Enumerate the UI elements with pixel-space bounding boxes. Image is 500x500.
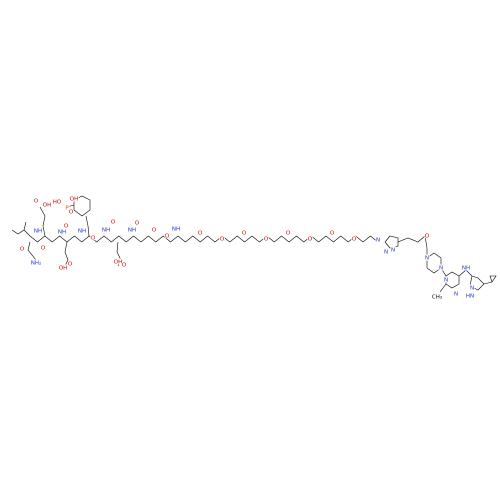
atom-label: O: [165, 234, 170, 240]
bond: [73, 195, 91, 217]
bond: [465, 269, 485, 291]
atom-label: NH: [462, 266, 470, 272]
atom-label: N: [470, 286, 474, 292]
atom-label: N: [376, 238, 380, 244]
bond: [23, 221, 27, 231]
bond: [116, 241, 122, 267]
bond: [440, 267, 447, 277]
bond: [66, 204, 75, 208]
atom-label: O: [308, 237, 313, 243]
atom-label: NH: [102, 228, 110, 234]
bond: [27, 241, 37, 261]
atom-label: N: [444, 278, 448, 284]
atom-label: HO: [53, 200, 62, 206]
atom-label: NH: [128, 228, 136, 234]
atom-label: O: [20, 247, 25, 253]
atom-label: O: [152, 228, 157, 234]
atom-label: O: [286, 231, 291, 237]
atom-label: OH: [59, 266, 67, 272]
atom-label: O: [135, 221, 140, 227]
atom-label: N: [384, 250, 388, 256]
atom-label: O: [352, 237, 357, 243]
atom-label: N: [425, 256, 429, 262]
bond: [11, 229, 31, 237]
atom-label: O: [68, 262, 73, 268]
atom-label: O: [264, 237, 269, 243]
atom-label: O: [34, 199, 39, 205]
bond: [424, 235, 428, 258]
atom-label: P: [65, 206, 69, 212]
atom-label: N: [439, 266, 443, 272]
bond: [397, 235, 426, 243]
atom-label: O: [41, 246, 46, 252]
atom-label: O: [91, 236, 96, 242]
atom-label: NH: [78, 229, 86, 235]
atom-label: OH: [70, 197, 78, 203]
atom-label: OH: [114, 260, 122, 266]
bond: [39, 206, 46, 237]
atom-label: NH: [172, 227, 180, 233]
atom-label: O: [330, 231, 335, 237]
atom-label: HN: [466, 294, 474, 300]
bond: [439, 283, 447, 293]
atom-label: O: [111, 220, 116, 226]
bond: [483, 275, 497, 285]
atom-label: O: [122, 263, 127, 269]
bond: [85, 215, 90, 237]
bond: [29, 235, 378, 243]
atom-label: NH: [58, 230, 66, 236]
bond: [458, 269, 467, 277]
atom-label: OH: [43, 203, 51, 209]
atom-label: O: [69, 210, 74, 216]
atom-label: N: [391, 248, 395, 254]
atom-label: NH₂: [31, 261, 41, 267]
atom-label: CH₃: [432, 295, 442, 301]
atom-label: O: [64, 224, 69, 230]
bond: [63, 241, 69, 269]
atom-label: O: [198, 231, 203, 237]
atom-label: O: [425, 234, 430, 240]
atom-label: N: [454, 292, 458, 298]
atom-label: O: [220, 237, 225, 243]
atom-label: O: [242, 231, 247, 237]
atom-label: NH: [34, 229, 42, 235]
bonds: [11, 195, 497, 293]
